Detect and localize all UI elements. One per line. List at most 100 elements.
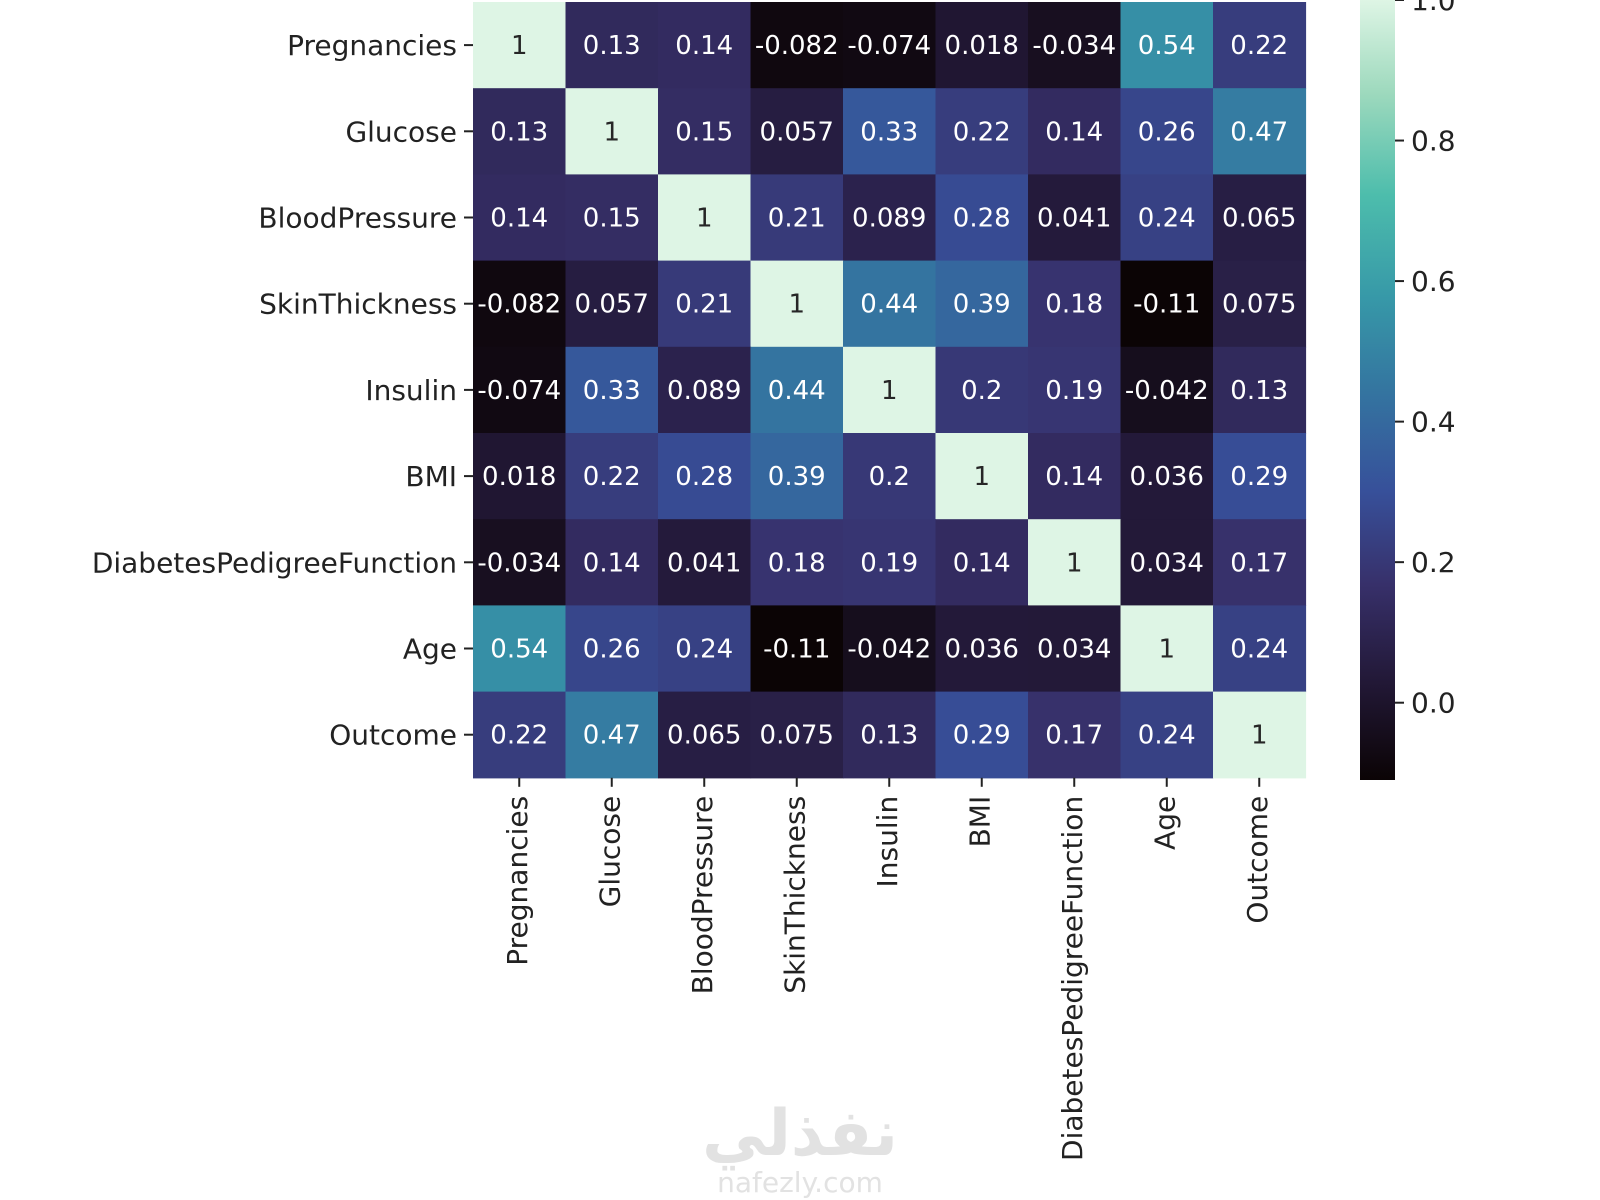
cell-value-label: -0.082 xyxy=(477,290,561,320)
colorbar-tick-label: 0.2 xyxy=(1411,546,1456,579)
colorbar-tick-label: 0.0 xyxy=(1411,687,1456,720)
cell-value-label: 1 xyxy=(1158,635,1175,665)
heatmap-cell xyxy=(935,174,1029,262)
cell-value-label: -0.074 xyxy=(477,376,561,406)
heatmap-cell xyxy=(843,519,937,606)
cell-value-label: 0.29 xyxy=(1230,462,1288,492)
colorbar-tick-label: 1.0 xyxy=(1411,0,1456,17)
column-tick-label: Outcome xyxy=(1241,796,1274,924)
heatmap-cell xyxy=(1120,88,1214,175)
heatmap-cell xyxy=(565,346,659,434)
heatmap-cell xyxy=(473,691,567,779)
cell-value-label: 1 xyxy=(1066,548,1083,578)
cell-value-label: 1 xyxy=(603,117,620,147)
cell-value-label: -0.042 xyxy=(1125,376,1209,406)
heatmap-cell xyxy=(565,174,659,262)
column-tick-label: Insulin xyxy=(871,796,904,888)
cell-value-label: 0.2 xyxy=(961,376,1002,406)
cell-value-label: 0.54 xyxy=(490,635,548,665)
cell-value-label: 0.19 xyxy=(1045,376,1103,406)
heatmap-cell xyxy=(658,2,752,89)
heatmap-cell xyxy=(843,2,937,89)
heatmap-cell xyxy=(1120,691,1214,779)
cell-value-label: 0.034 xyxy=(1037,635,1111,665)
heatmap-cell xyxy=(935,346,1029,434)
cell-value-label: 0.22 xyxy=(953,117,1011,147)
heatmap-cell xyxy=(1028,174,1122,262)
heatmap-cell xyxy=(565,2,659,89)
heatmap-cell xyxy=(935,88,1029,175)
cell-value-label: 0.18 xyxy=(768,548,826,578)
watermark-url: nafezly.com xyxy=(717,1166,883,1199)
colorbar-tick-label: 0.8 xyxy=(1411,125,1456,158)
column-tick-label: BMI xyxy=(964,796,997,848)
cell-value-label: 0.24 xyxy=(1138,721,1196,751)
heatmap-cell xyxy=(658,260,752,348)
cell-value-label: 0.17 xyxy=(1045,721,1103,751)
heatmap-cell xyxy=(750,691,844,779)
row-tick-label: Insulin xyxy=(365,374,457,407)
heatmap-cell xyxy=(935,605,1029,693)
cell-value-label: 0.034 xyxy=(1130,548,1204,578)
cell-value-label: -0.11 xyxy=(763,635,830,665)
cell-value-label: 0.21 xyxy=(768,204,826,234)
heatmap-cell xyxy=(750,2,844,89)
cell-value-label: 0.28 xyxy=(953,204,1011,234)
heatmap-cell xyxy=(473,2,567,89)
cell-value-label: 0.14 xyxy=(953,548,1011,578)
cell-value-label: 0.041 xyxy=(1037,204,1111,234)
cell-value-label: -0.11 xyxy=(1133,290,1200,320)
cell-value-label: 0.065 xyxy=(667,721,741,751)
heatmap-cell xyxy=(1120,605,1214,693)
cell-value-label: 0.14 xyxy=(583,548,641,578)
cell-value-label: 1 xyxy=(511,31,528,61)
heatmap-cell xyxy=(565,691,659,779)
cell-value-label: 1 xyxy=(788,290,805,320)
cell-value-label: 0.17 xyxy=(1230,548,1288,578)
heatmap-cell xyxy=(935,519,1029,606)
cell-value-label: 0.24 xyxy=(1230,635,1288,665)
heatmap-cell xyxy=(750,260,844,348)
heatmap-cell xyxy=(750,519,844,606)
heatmap-cell xyxy=(658,88,752,175)
heatmap-cell xyxy=(750,605,844,693)
row-tick-label: SkinThickness xyxy=(259,288,457,321)
cell-value-label: -0.034 xyxy=(1032,31,1116,61)
heatmap-cell xyxy=(658,433,752,520)
heatmap-cell xyxy=(1213,433,1307,520)
cell-value-label: 0.089 xyxy=(852,204,926,234)
heatmap-cell xyxy=(843,433,937,520)
heatmap-cell xyxy=(658,346,752,434)
heatmap-cell xyxy=(1120,260,1214,348)
heatmap-cell xyxy=(565,433,659,520)
heatmap-cell xyxy=(658,605,752,693)
cell-value-label: 0.057 xyxy=(575,290,649,320)
cell-value-label: 0.44 xyxy=(768,376,826,406)
cell-value-label: 0.33 xyxy=(583,376,641,406)
cell-value-label: 1 xyxy=(973,462,990,492)
heatmap-cell xyxy=(1213,260,1307,348)
cell-value-label: 0.39 xyxy=(768,462,826,492)
cell-value-label: 0.44 xyxy=(860,290,918,320)
cell-value-label: -0.034 xyxy=(477,548,561,578)
cell-value-label: 0.33 xyxy=(860,117,918,147)
row-tick-label: DiabetesPedigreeFunction xyxy=(92,546,457,579)
colorbar-tick-label: 0.4 xyxy=(1411,406,1456,439)
heatmap-cell xyxy=(1213,88,1307,175)
heatmap-cell xyxy=(473,88,567,175)
column-tick-label: Pregnancies xyxy=(501,796,534,966)
cell-value-label: 0.036 xyxy=(945,635,1019,665)
cell-value-label: 0.15 xyxy=(583,204,641,234)
row-tick-label: BMI xyxy=(405,460,457,493)
heatmap-cell xyxy=(473,346,567,434)
cell-value-label: 0.065 xyxy=(1222,204,1296,234)
heatmap-cell xyxy=(1120,433,1214,520)
cell-value-label: 0.14 xyxy=(490,204,548,234)
cell-value-label: 0.28 xyxy=(675,462,733,492)
cell-value-label: 0.26 xyxy=(1138,117,1196,147)
heatmap-cell xyxy=(1120,174,1214,262)
cell-value-label: 0.075 xyxy=(1222,290,1296,320)
heatmap-cell xyxy=(750,88,844,175)
cell-value-label: 0.075 xyxy=(760,721,834,751)
cell-value-label: 0.47 xyxy=(1230,117,1288,147)
